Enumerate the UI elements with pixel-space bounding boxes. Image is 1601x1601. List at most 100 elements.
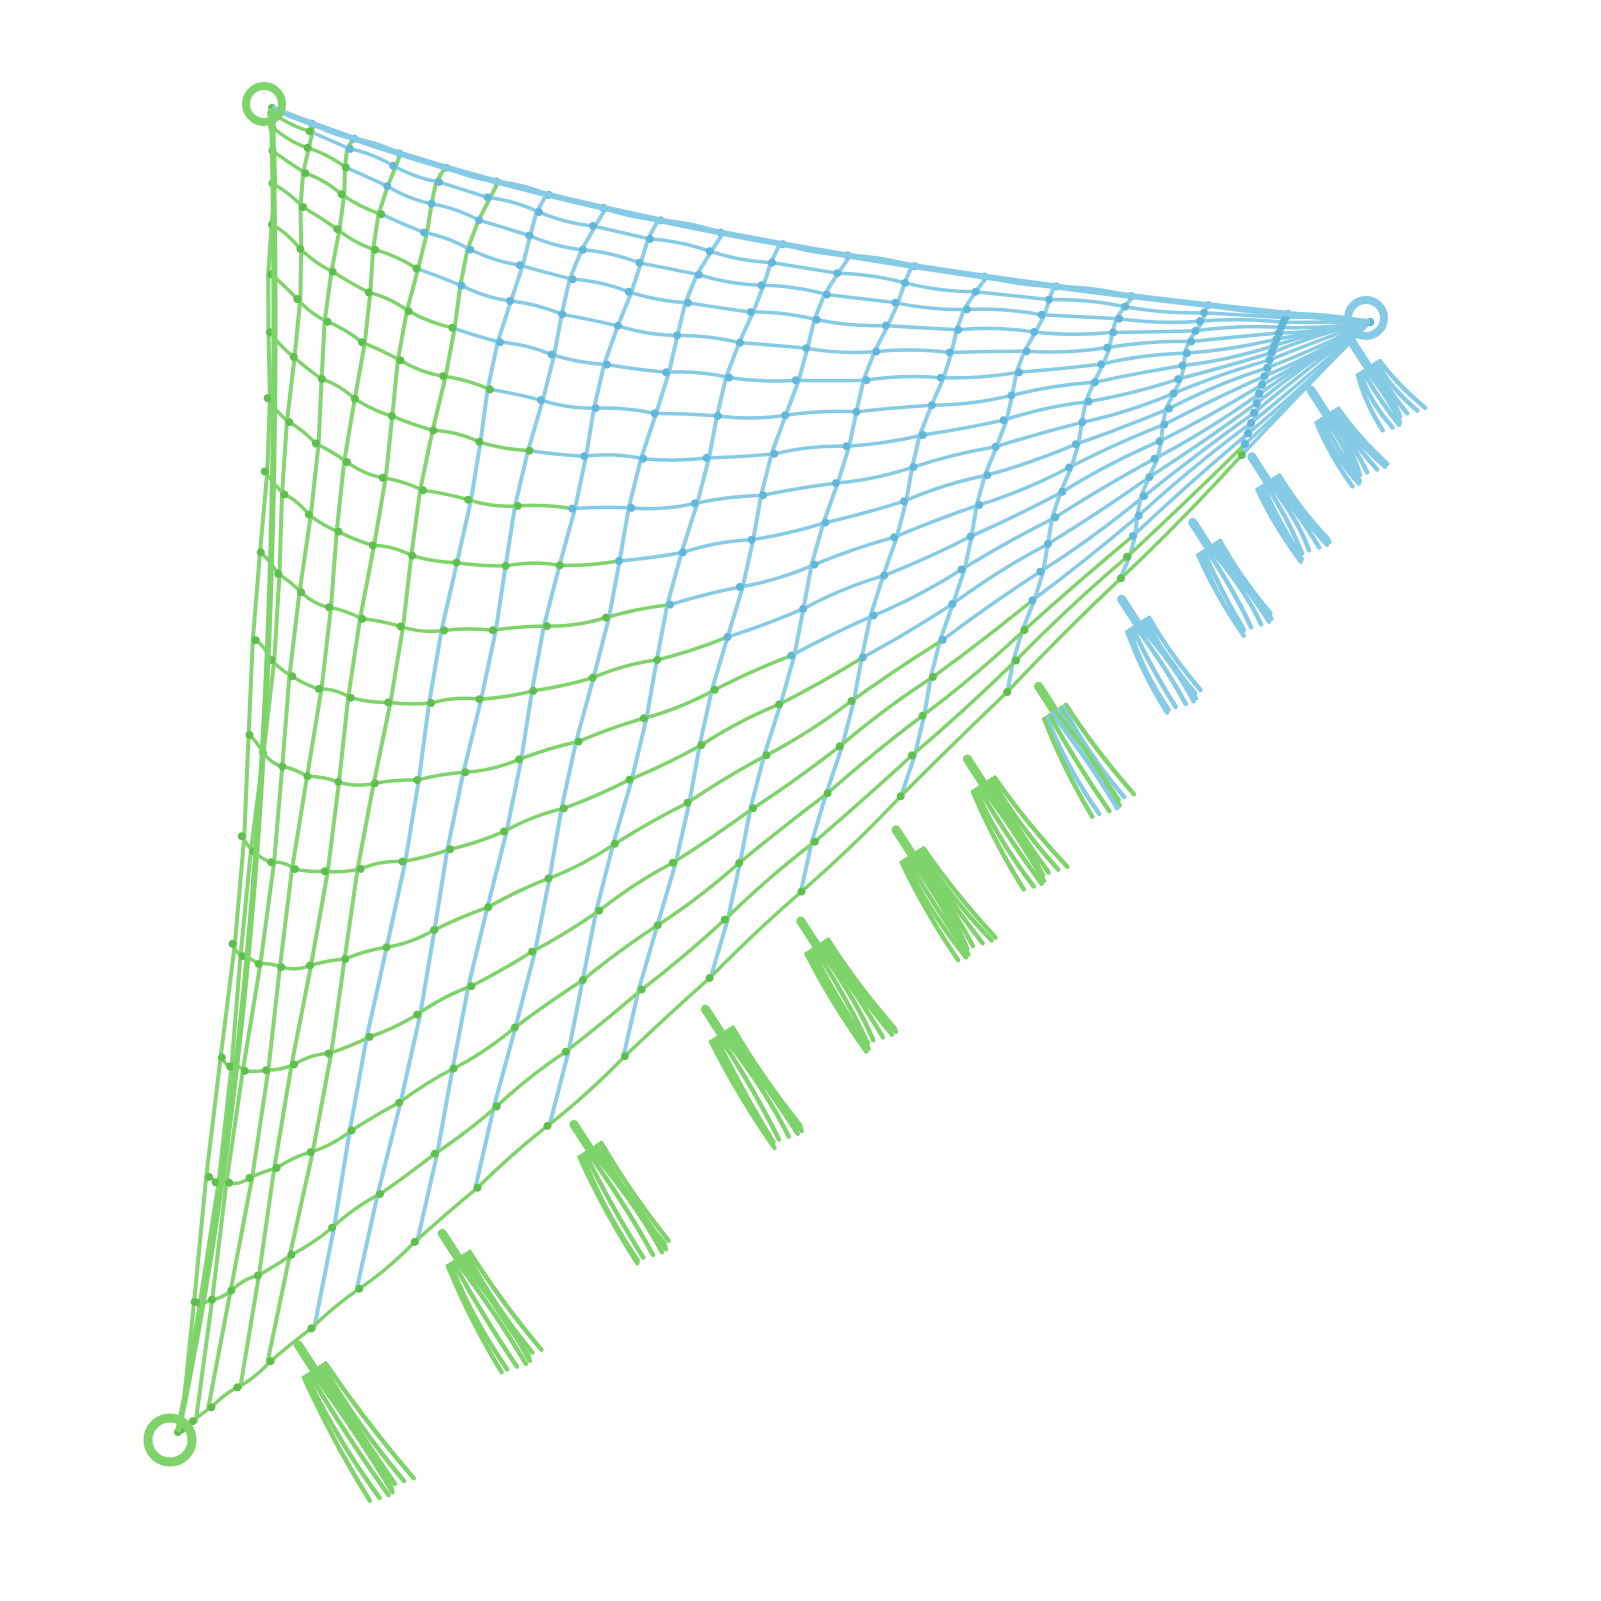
strand-horizontal [834, 465, 916, 485]
knot [948, 600, 957, 608]
knot [662, 368, 671, 377]
strand-horizontal [1047, 297, 1127, 309]
knot [1249, 408, 1258, 417]
knot [496, 338, 505, 347]
knot [896, 792, 905, 801]
tassel-cord [1347, 338, 1374, 373]
tassel-fringe [585, 1149, 656, 1258]
tassel-fringe [899, 860, 961, 963]
strand-horizontal [681, 537, 754, 555]
knot [589, 221, 598, 230]
strand-horizontal [956, 326, 1036, 334]
strand-horizontal [902, 473, 990, 503]
knot [387, 412, 396, 420]
strand-horizontal [605, 362, 668, 375]
strand-horizontal [560, 312, 620, 328]
knot [927, 401, 936, 410]
knot [1065, 463, 1074, 472]
strand-horizontal [1147, 401, 1259, 479]
knot [957, 565, 966, 574]
knot [341, 955, 350, 963]
tassel-cord [700, 1004, 727, 1040]
knot [449, 1064, 458, 1073]
knot [1155, 437, 1164, 446]
tassel-cord [1247, 452, 1273, 487]
tassel-fringe [323, 1361, 416, 1481]
tassel-fringe [1052, 709, 1122, 808]
knot [625, 775, 634, 784]
tassel-fringe [976, 785, 1044, 886]
knot [287, 1250, 296, 1259]
knot [419, 486, 428, 495]
strand-horizontal [977, 465, 1071, 507]
knot [872, 347, 881, 356]
strand-horizontal [799, 794, 903, 894]
knot [1270, 341, 1279, 350]
knot [1058, 487, 1067, 496]
knot [356, 864, 365, 873]
strand-horizontal [737, 791, 830, 865]
strand-horizontal [707, 249, 774, 265]
tassel-fringe [1325, 413, 1363, 478]
right-ring [1344, 296, 1388, 340]
strand-horizontal [864, 374, 943, 382]
strand-horizontal [450, 326, 502, 345]
knot [561, 1047, 570, 1056]
knot [1097, 360, 1106, 369]
knot [1123, 552, 1131, 561]
knot [1037, 310, 1046, 319]
strand-horizontal [884, 323, 961, 332]
strand-horizontal [783, 409, 859, 418]
strand-horizontal [801, 573, 886, 611]
knot [358, 614, 367, 623]
knot [188, 1417, 197, 1426]
top-ring [242, 82, 286, 126]
strand-horizontal [1180, 343, 1276, 368]
knot [542, 622, 551, 631]
knot [954, 325, 963, 334]
knot [1200, 308, 1208, 317]
knot [1241, 440, 1249, 449]
tassel [569, 1120, 671, 1266]
knot [713, 411, 722, 420]
strand-horizontal [759, 283, 829, 297]
knot [963, 305, 971, 314]
knot [588, 673, 597, 682]
knot [568, 275, 577, 284]
strand-horizontal [516, 503, 574, 511]
strand-horizontal [973, 289, 1051, 302]
knot [410, 1237, 419, 1246]
tassel-fringe [1217, 538, 1273, 616]
knot [646, 235, 654, 243]
strand-horizontal [1171, 358, 1272, 396]
knot [237, 832, 246, 841]
strand-horizontal [844, 433, 925, 448]
knot [558, 310, 567, 319]
strand-horizontal [494, 1050, 568, 1109]
strand-horizontal [576, 716, 646, 744]
knot [936, 373, 945, 382]
knot [858, 653, 867, 662]
knot [543, 1121, 552, 1130]
knot [1022, 347, 1031, 356]
strand-horizontal [770, 260, 839, 275]
knot [306, 1148, 315, 1157]
strand-horizontal [849, 638, 945, 703]
tassel-fringe [1206, 545, 1264, 627]
knot [781, 411, 790, 420]
knot [1007, 391, 1016, 400]
strand-horizontal [477, 689, 536, 701]
knot [835, 742, 844, 751]
knot [303, 143, 312, 152]
knot [473, 1183, 482, 1192]
knot [602, 613, 610, 622]
knot [291, 865, 299, 874]
tassel-fringe [820, 940, 895, 1037]
knot [653, 921, 662, 930]
knot [938, 635, 947, 644]
tassel-fringe [913, 851, 976, 949]
knot [293, 295, 302, 304]
strand-horizontal [330, 1192, 382, 1230]
knot [684, 298, 692, 307]
knot [515, 261, 524, 270]
